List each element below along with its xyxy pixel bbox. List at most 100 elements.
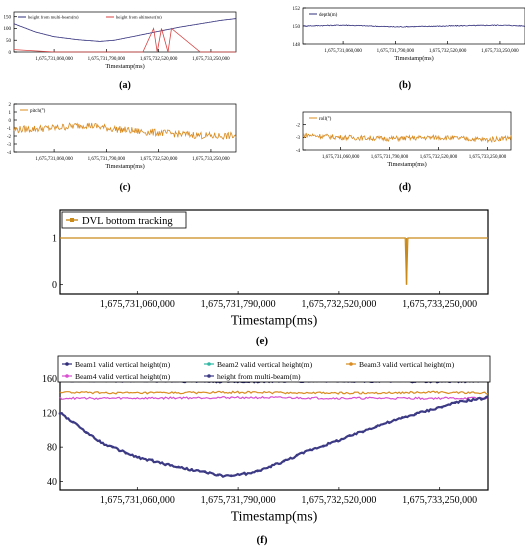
- panel-f: 160 120 80 40 1,675,731,060,000 1,675,731,790…: [42, 355, 491, 546]
- x-axis-label: Timestamp(ms): [387, 161, 426, 168]
- panel-e: 1 0 1,675,731,060,000 1,675,731,790,000 1,67…: [52, 209, 489, 347]
- x-tick-label: 1,675,732,520,000: [420, 155, 458, 160]
- x-axis-label: Timestamp(ms): [231, 508, 318, 524]
- y-tick-label: -4: [296, 149, 301, 154]
- legend-label: depth(m): [319, 13, 338, 18]
- x-axis-label: Timestamp(ms): [231, 312, 318, 328]
- y-tick-label: 160: [42, 374, 57, 385]
- x-tick-label: 1,675,731,060,000: [100, 299, 175, 310]
- legend-marker: [70, 218, 74, 222]
- y-tick-label: 0: [52, 280, 57, 291]
- series-line-e-0: [60, 237, 488, 285]
- series-point: [229, 474, 233, 478]
- series-point: [177, 465, 180, 469]
- y-tick-label: 150: [4, 15, 12, 20]
- series-point: [321, 444, 325, 448]
- x-axis-label: Timestamp(ms): [394, 55, 433, 62]
- y-tick-label: -1: [7, 127, 12, 132]
- panel-label: (f): [257, 534, 268, 546]
- series-point: [466, 398, 470, 402]
- series-point: [256, 469, 259, 473]
- y-tick-label: 40: [47, 477, 57, 488]
- y-tick-label: 152: [293, 7, 301, 12]
- series-point: [335, 439, 338, 442]
- legend-label: Beam1 valid vertical height(m): [75, 360, 171, 369]
- series-point: [111, 445, 115, 449]
- x-tick-label: 1,675,731,790,000: [201, 495, 276, 506]
- x-tick-label: 1,675,733,250,000: [402, 495, 477, 506]
- legend-label: Beam3 valid vertical height(m): [359, 360, 455, 369]
- legend-marker: [207, 362, 211, 366]
- series-point: [269, 465, 273, 469]
- series-point: [282, 459, 286, 463]
- panel-d: -2 -3 -4 1,675,731,060,000 1,675,731,790,000…: [296, 111, 512, 193]
- legend-label: roll(°): [319, 117, 332, 122]
- x-tick-label: 1,675,733,250,000: [402, 299, 477, 310]
- y-tick-label: 100: [4, 27, 12, 32]
- y-tick-label: 1: [9, 111, 12, 116]
- x-axis-label: Timestamp(ms): [105, 63, 144, 70]
- y-tick-label: -3: [7, 143, 12, 148]
- x-tick-label: 1,675,731,060,000: [324, 49, 362, 54]
- series-line-f-3: [59, 395, 489, 401]
- legend: height from multi-beam(m) height from alt…: [18, 15, 162, 20]
- x-tick-label: 1,675,731,790,000: [201, 299, 276, 310]
- y-tick-label: -2: [296, 123, 301, 128]
- x-tick-label: 1,675,731,790,000: [377, 49, 415, 54]
- x-tick-label: 1,675,731,790,000: [88, 157, 126, 162]
- panel-label: (b): [399, 80, 411, 91]
- y-tick-label: 1: [52, 234, 57, 245]
- series-line-a-1: [13, 27, 236, 53]
- series-line-f-4: [59, 395, 489, 478]
- series-point: [98, 439, 101, 443]
- legend-label: Beam2 valid vertical height(m): [217, 360, 313, 369]
- series-point: [414, 412, 417, 416]
- legend-label: pitch(°): [30, 109, 46, 114]
- series-point: [150, 458, 154, 462]
- series-line-d-0: [302, 132, 512, 144]
- series-point: [203, 470, 207, 474]
- legend: pitch(°): [20, 109, 46, 114]
- series-point: [348, 434, 352, 437]
- x-tick-label: 1,675,732,520,000: [301, 299, 376, 310]
- legend-label: height from altimeter(m): [116, 15, 162, 20]
- series-point: [242, 471, 246, 475]
- series-point: [58, 412, 62, 415]
- series-line-b-0: [302, 24, 525, 28]
- y-tick-label: -3: [296, 136, 301, 141]
- series-point: [163, 463, 167, 467]
- series-line-a-0: [13, 18, 237, 42]
- legend: DVL bottom tracking: [61, 211, 187, 229]
- legend-label: DVL bottom tracking: [82, 216, 173, 227]
- legend-label: height from multi-beam(m): [217, 372, 301, 381]
- y-tick-label: 50: [6, 39, 12, 44]
- series-point: [401, 416, 404, 419]
- x-tick-label: 1,675,732,520,000: [301, 495, 376, 506]
- x-tick-label: 1,675,732,520,000: [429, 49, 467, 54]
- series-point: [216, 473, 220, 477]
- series-point: [453, 401, 457, 405]
- x-tick-label: 1,675,731,790,000: [88, 57, 126, 62]
- x-tick-label: 1,675,733,250,000: [192, 57, 230, 62]
- x-tick-label: 1,675,731,060,000: [322, 155, 360, 160]
- series-point: [480, 397, 483, 401]
- y-tick-label: 0: [9, 119, 12, 124]
- panel-label: (c): [119, 182, 130, 193]
- y-tick-label: -2: [7, 135, 12, 140]
- y-tick-label: 0: [9, 51, 12, 56]
- x-tick-label: 1,675,732,520,000: [140, 57, 178, 62]
- x-tick-label: 1,675,733,250,000: [469, 155, 507, 160]
- series-point: [190, 467, 194, 471]
- series-line-f-2: [59, 390, 489, 395]
- x-tick-label: 1,675,732,520,000: [140, 157, 178, 162]
- panel-a: 150 100 50 0 1,675,731,060,000 1,675,731,790,…: [4, 11, 237, 91]
- legend-box: [57, 355, 491, 383]
- y-tick-label: -4: [7, 151, 12, 156]
- series-point: [84, 431, 88, 434]
- panel-label: (d): [399, 182, 411, 193]
- series-point: [427, 409, 431, 413]
- x-axis-label: Timestamp(ms): [105, 163, 144, 170]
- legend-label: height from multi-beam(m): [28, 15, 79, 20]
- panel-label: (a): [119, 80, 131, 91]
